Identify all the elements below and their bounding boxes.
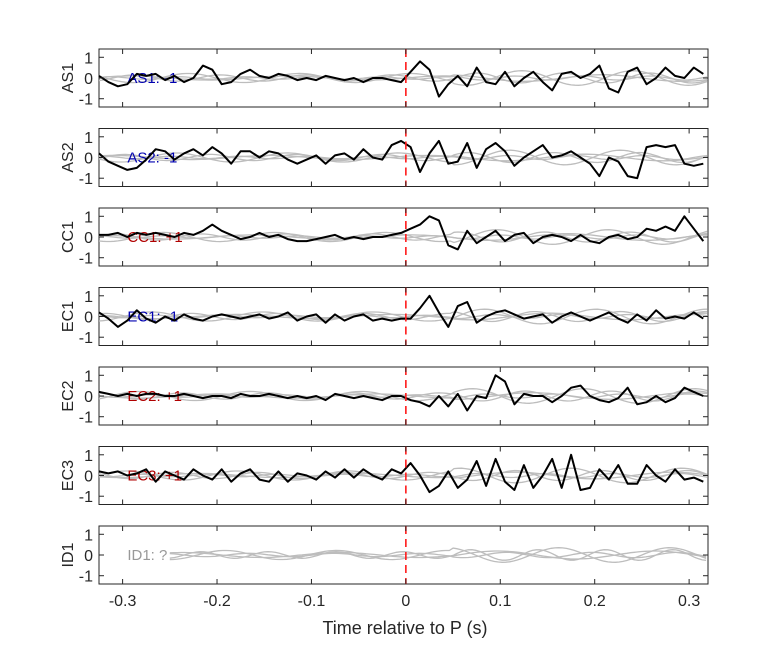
- x-tick-label: -0.1: [298, 593, 326, 610]
- x-tick-label: -0.3: [109, 593, 137, 610]
- panel-ylabel: AS1: [60, 63, 77, 93]
- y-tick-label: 0: [84, 548, 93, 565]
- reference-trace: [169, 547, 707, 563]
- reference-trace: [98, 70, 708, 86]
- panel-ylabel: ID1: [60, 542, 77, 567]
- reference-trace: [98, 392, 708, 400]
- y-tick-label: 0: [84, 310, 93, 327]
- y-tick-label: -1: [79, 171, 93, 188]
- reference-trace: [98, 153, 708, 162]
- y-tick-label: 1: [84, 50, 93, 67]
- status-label: AS2: -1: [127, 150, 177, 167]
- x-tick-label: -0.2: [203, 593, 231, 610]
- x-tick-label: 0.2: [584, 593, 606, 610]
- waveform-trace: [98, 294, 704, 328]
- reference-trace: [98, 154, 708, 161]
- y-tick-label: 0: [84, 151, 93, 168]
- y-tick-label: 1: [84, 527, 93, 544]
- x-tick-label: 0: [401, 593, 410, 610]
- reference-trace: [98, 467, 708, 484]
- x-axis-title: Time relative to P (s): [322, 618, 487, 638]
- status-label: ID1: ?: [127, 547, 167, 564]
- y-tick-label: 0: [84, 389, 93, 406]
- y-tick-label: -1: [79, 92, 93, 109]
- panel-ylabel: EC3: [60, 460, 77, 491]
- reference-trace: [169, 550, 707, 560]
- reference-trace: [98, 229, 708, 245]
- panel-ylabel: EC1: [60, 301, 77, 332]
- reference-trace: [169, 549, 707, 561]
- waveform-trace: [98, 139, 704, 180]
- y-tick-label: 1: [84, 130, 93, 147]
- y-tick-label: 1: [84, 209, 93, 226]
- x-axis: -0.3 -0.2 -0.1 0 0.1 0.2 0.3: [109, 593, 701, 610]
- status-label: EC2: +1: [127, 388, 182, 405]
- reference-trace: [98, 312, 708, 321]
- panel-ylabel: AS2: [60, 142, 77, 172]
- reference-trace: [98, 469, 708, 482]
- panel-ylabel: EC2: [60, 380, 77, 411]
- x-tick-label: 0.1: [489, 593, 511, 610]
- y-tick-label: 0: [84, 71, 93, 88]
- reference-traces: [98, 149, 708, 166]
- y-tick-label: 0: [84, 469, 93, 486]
- x-tick-label: 0.3: [678, 593, 700, 610]
- y-tick-label: -1: [79, 569, 93, 586]
- reference-trace: [169, 551, 707, 559]
- y-tick-label: 1: [84, 368, 93, 385]
- waveform-trace: [98, 453, 704, 494]
- reference-traces: [98, 467, 708, 484]
- y-tick-label: -1: [79, 330, 93, 347]
- reference-trace: [98, 313, 708, 320]
- y-tick-label: 0: [84, 230, 93, 247]
- y-tick-label: -1: [79, 410, 93, 427]
- y-tick-label: 1: [84, 289, 93, 306]
- waveform-trace: [98, 60, 704, 98]
- reference-trace: [98, 151, 708, 164]
- y-tick-label: -1: [79, 251, 93, 268]
- waveform-trace: [99, 215, 705, 251]
- y-tick-label: 1: [84, 448, 93, 465]
- reference-traces: [169, 547, 707, 563]
- panel-ylabel: CC1: [60, 221, 77, 253]
- waveform-trace: [98, 374, 704, 412]
- reference-trace: [98, 149, 708, 166]
- y-tick-label: -1: [79, 489, 93, 506]
